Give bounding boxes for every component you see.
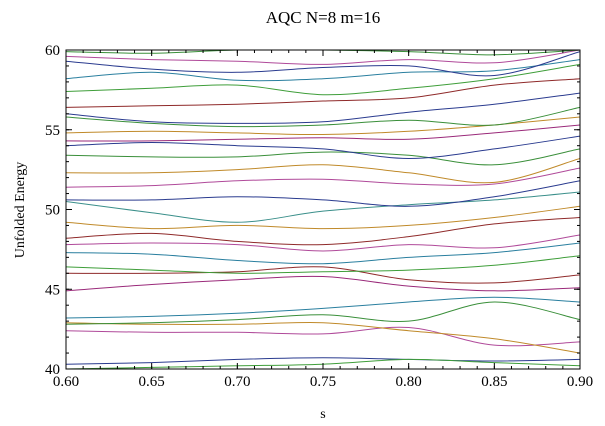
x-tick-label: 0.90 [567,374,593,390]
series-line-23 [66,92,580,124]
y-tick-label: 60 [45,43,60,59]
series-line-1 [66,357,580,365]
series-line-9 [66,255,580,274]
y-tick-label: 40 [45,362,60,378]
series-line-26 [66,59,580,82]
series-line-12 [66,217,580,246]
series-line-18 [66,148,580,166]
y-axis-label: Unfolded Energy [13,162,28,259]
series-line-8 [66,266,580,284]
series-line-10 [66,242,580,265]
series-line-28 [66,50,580,65]
series-line-16 [66,167,580,188]
x-tick-label: 0.65 [139,374,165,390]
x-tick-label: 0.85 [481,374,507,390]
series-line-5 [66,301,580,325]
series-line-4 [66,321,580,354]
series-group [66,50,580,369]
y-tick-label: 45 [45,282,60,298]
series-line-24 [66,78,580,108]
plot-frame [65,49,581,370]
series-line-25 [66,63,580,96]
x-tick-label: 0.75 [310,374,336,390]
series-line-17 [66,158,580,184]
series-line-7 [66,275,580,292]
series-line-13 [66,205,580,230]
series-line-19 [66,135,580,160]
x-tick-label: 0.60 [53,374,79,390]
x-axis-label: s [320,407,325,422]
series-line-11 [66,234,580,252]
y-tick-label: 55 [45,123,60,139]
series-line-20 [66,124,580,142]
series-line-15 [66,180,580,207]
series-line-22 [66,106,580,128]
series-line-6 [66,296,580,319]
series-line-3 [66,326,580,347]
series-line-27 [66,51,580,77]
series-line-14 [66,191,580,223]
chart-title: AQC N=8 m=16 [266,8,381,27]
x-tick-label: 0.70 [224,374,250,390]
x-tick-label: 0.80 [396,374,422,390]
y-tick-label: 50 [45,203,60,219]
